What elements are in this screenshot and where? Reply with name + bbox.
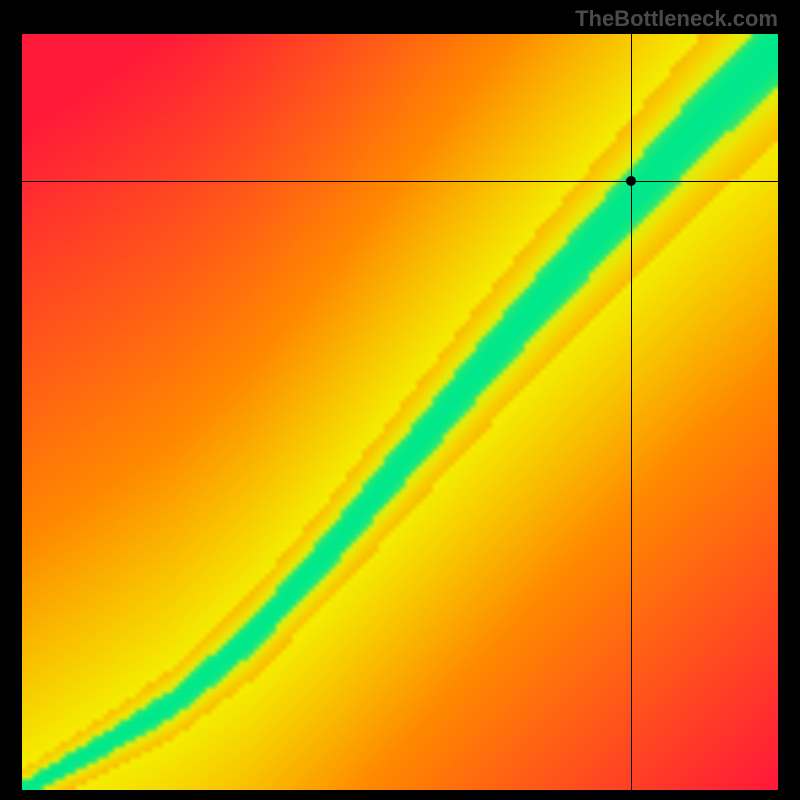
crosshair-marker <box>626 176 636 186</box>
crosshair-vertical <box>631 34 632 790</box>
crosshair-horizontal <box>22 181 778 182</box>
watermark-text: TheBottleneck.com <box>575 6 778 32</box>
heatmap-canvas <box>22 34 778 790</box>
heatmap-plot <box>22 34 778 790</box>
